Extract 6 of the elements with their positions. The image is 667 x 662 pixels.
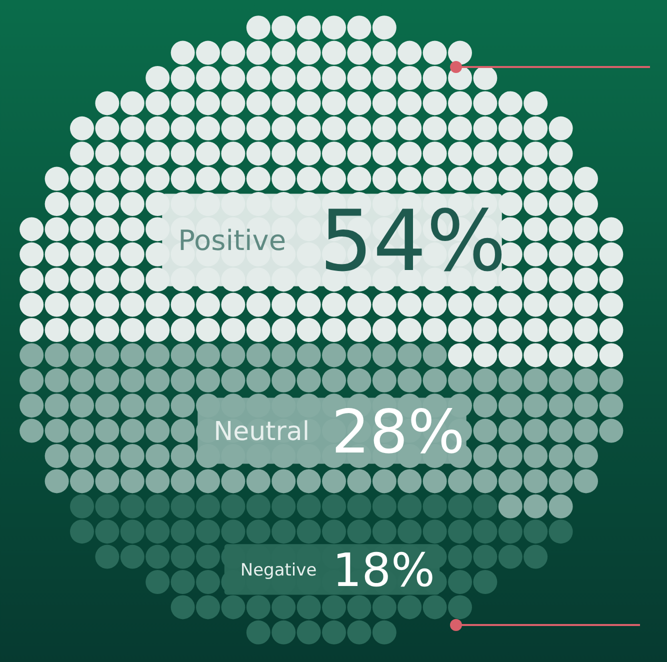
data-label: 28% — [332, 397, 465, 468]
category-label: Negative — [240, 560, 317, 580]
category-label: Positive — [178, 224, 286, 257]
category-label: Neutral — [214, 416, 310, 447]
data-label: 18% — [332, 542, 435, 597]
data-label: 54% — [320, 192, 506, 290]
